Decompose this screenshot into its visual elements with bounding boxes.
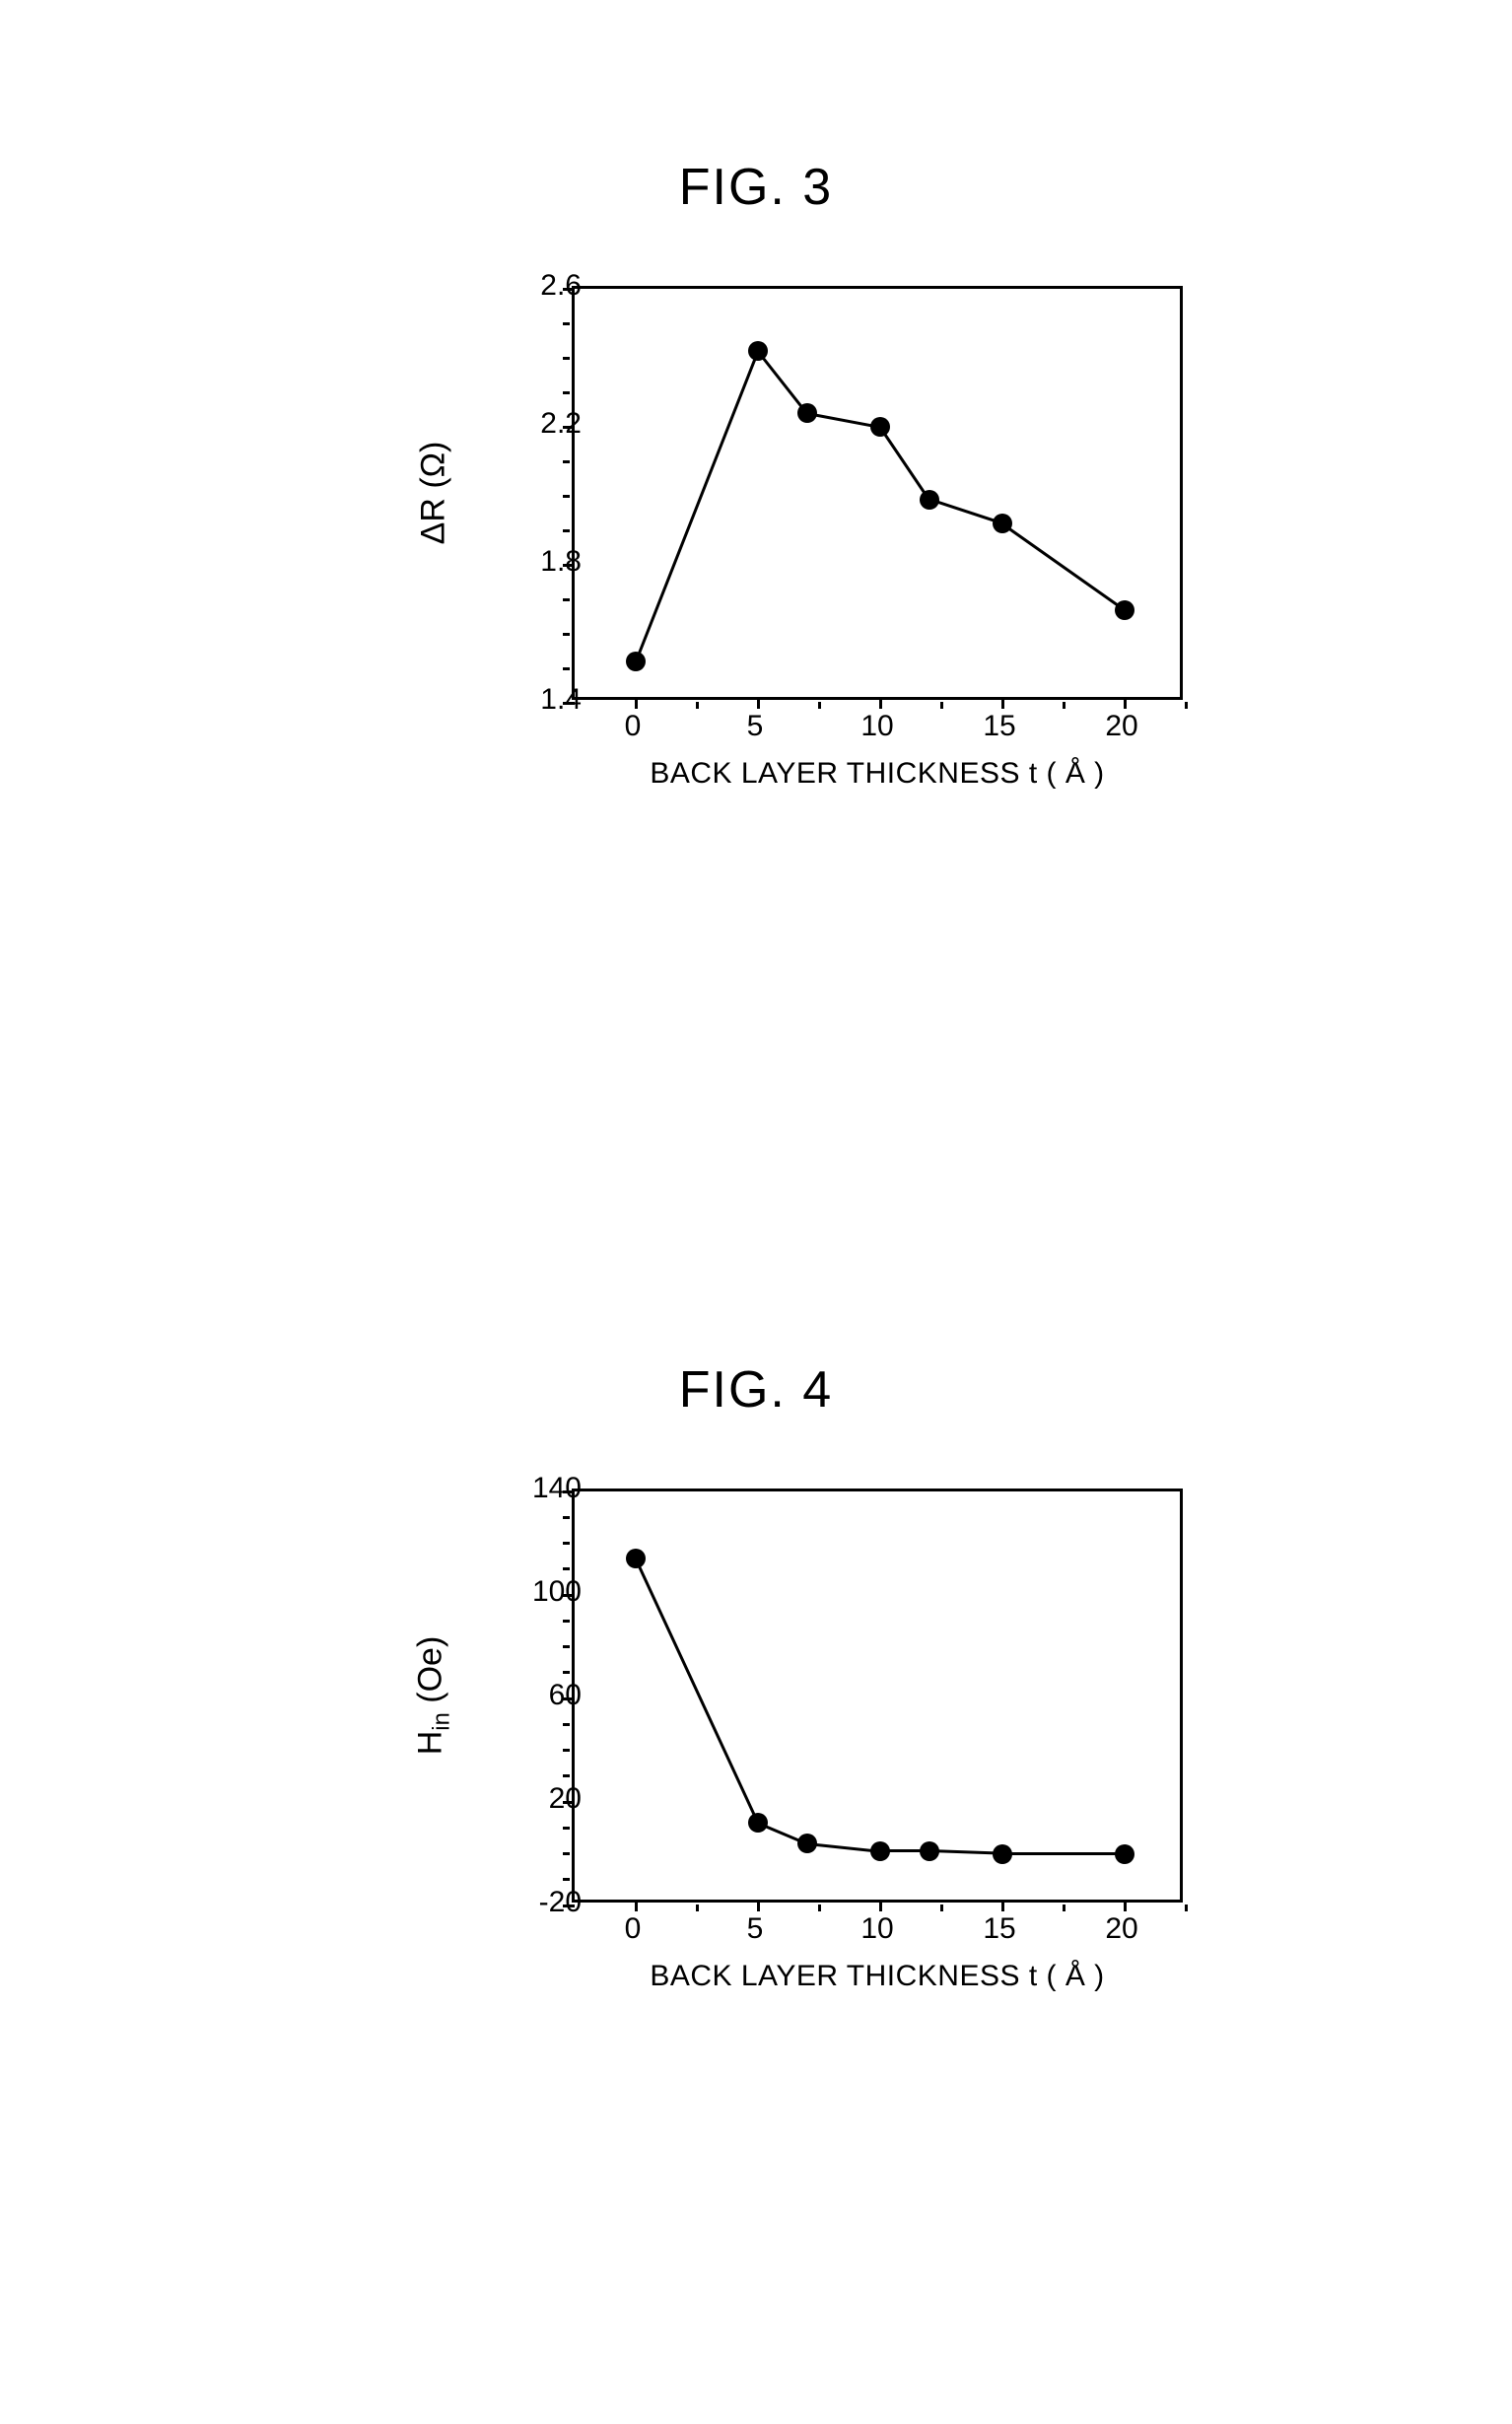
xtick	[635, 697, 638, 709]
ytick-minor	[563, 495, 570, 498]
line-segment	[635, 1558, 760, 1824]
data-point	[1115, 1844, 1134, 1864]
data-point	[748, 1813, 768, 1833]
line-segment	[635, 350, 760, 661]
ytick-minor	[563, 322, 570, 325]
fig3-chart: ΔR (Ω) BACK LAYER THICKNESS t ( Å ) 1.41…	[394, 286, 1212, 779]
line-segment	[879, 426, 930, 500]
xtick-minor	[696, 1905, 699, 1911]
ytick-label: 60	[549, 1679, 582, 1712]
ytick-minor	[563, 1620, 570, 1623]
fig4-chart: Hin (Oe) BACK LAYER THICKNESS t ( Å ) -2…	[394, 1489, 1212, 1981]
ytick-minor	[563, 1516, 570, 1519]
xtick-label: 20	[1105, 710, 1137, 743]
line-segment	[1001, 522, 1126, 611]
ytick-minor	[563, 460, 570, 463]
xtick-label: 5	[747, 1912, 764, 1946]
data-point	[1115, 600, 1134, 620]
xtick-label: 0	[625, 710, 642, 743]
xtick-minor	[696, 702, 699, 709]
xtick-label: 15	[983, 1912, 1015, 1946]
xtick	[635, 1900, 638, 1911]
fig3-ylabel: ΔR (Ω)	[415, 442, 453, 545]
data-point	[993, 514, 1012, 533]
fig4-plot-frame	[572, 1489, 1183, 1903]
fig3-xlabel: BACK LAYER THICKNESS t ( Å )	[572, 757, 1183, 791]
xtick-minor	[940, 1905, 943, 1911]
ytick-label: 2.6	[540, 269, 582, 303]
xtick-minor	[1063, 1905, 1065, 1911]
ytick-minor	[563, 1774, 570, 1777]
ytick-minor	[563, 1542, 570, 1545]
line-segment	[1002, 1852, 1125, 1855]
data-point	[797, 1834, 817, 1853]
ytick-minor	[563, 598, 570, 601]
xtick-minor	[818, 1905, 821, 1911]
ytick-label: -20	[539, 1886, 582, 1919]
ytick-label: 20	[549, 1782, 582, 1816]
ytick-minor	[563, 667, 570, 670]
ytick-label: 1.8	[540, 545, 582, 579]
xtick-minor	[1063, 702, 1065, 709]
xtick-label: 10	[860, 710, 893, 743]
xtick	[1124, 697, 1127, 709]
line-segment	[929, 1849, 1002, 1855]
xtick	[1124, 1900, 1127, 1911]
xtick-label: 10	[860, 1912, 893, 1946]
xtick-label: 15	[983, 710, 1015, 743]
data-point	[870, 417, 890, 437]
xtick	[757, 697, 760, 709]
xtick	[879, 1900, 882, 1911]
ytick-minor	[563, 1852, 570, 1855]
fig4-xlabel: BACK LAYER THICKNESS t ( Å )	[572, 1960, 1183, 1993]
data-point	[797, 403, 817, 423]
xtick-label: 5	[747, 710, 764, 743]
fig4-ylabel: Hin (Oe)	[412, 1636, 456, 1756]
xtick-label: 20	[1105, 1912, 1137, 1946]
ytick-minor	[563, 1567, 570, 1570]
ytick-minor	[563, 1645, 570, 1648]
data-point	[920, 1841, 939, 1861]
xtick	[757, 1900, 760, 1911]
xtick-minor	[1185, 702, 1188, 709]
ytick-label: 140	[532, 1472, 582, 1505]
data-point	[626, 652, 646, 671]
ytick-minor	[563, 1749, 570, 1752]
ytick-label: 100	[532, 1575, 582, 1609]
xtick	[1001, 697, 1004, 709]
fig4-title: FIG. 4	[0, 1360, 1512, 1420]
fig3-title: FIG. 3	[0, 158, 1512, 217]
xtick-label: 0	[625, 1912, 642, 1946]
xtick-minor	[940, 702, 943, 709]
xtick-minor	[818, 702, 821, 709]
ytick-minor	[563, 1878, 570, 1881]
ytick-label: 2.2	[540, 407, 582, 441]
ytick-minor	[563, 633, 570, 636]
ytick-minor	[563, 1827, 570, 1830]
data-point	[626, 1549, 646, 1568]
data-point	[870, 1841, 890, 1861]
data-point	[993, 1844, 1012, 1864]
xtick	[1001, 1900, 1004, 1911]
ytick-minor	[563, 1671, 570, 1674]
ytick-label: 1.4	[540, 683, 582, 717]
fig3-plot-frame	[572, 286, 1183, 700]
ytick-minor	[563, 357, 570, 360]
xtick	[879, 697, 882, 709]
ytick-minor	[563, 391, 570, 394]
line-segment	[806, 1842, 880, 1853]
ytick-minor	[563, 529, 570, 532]
xtick-minor	[1185, 1905, 1188, 1911]
ytick-minor	[563, 1723, 570, 1726]
data-point	[920, 490, 939, 510]
data-point	[748, 341, 768, 361]
